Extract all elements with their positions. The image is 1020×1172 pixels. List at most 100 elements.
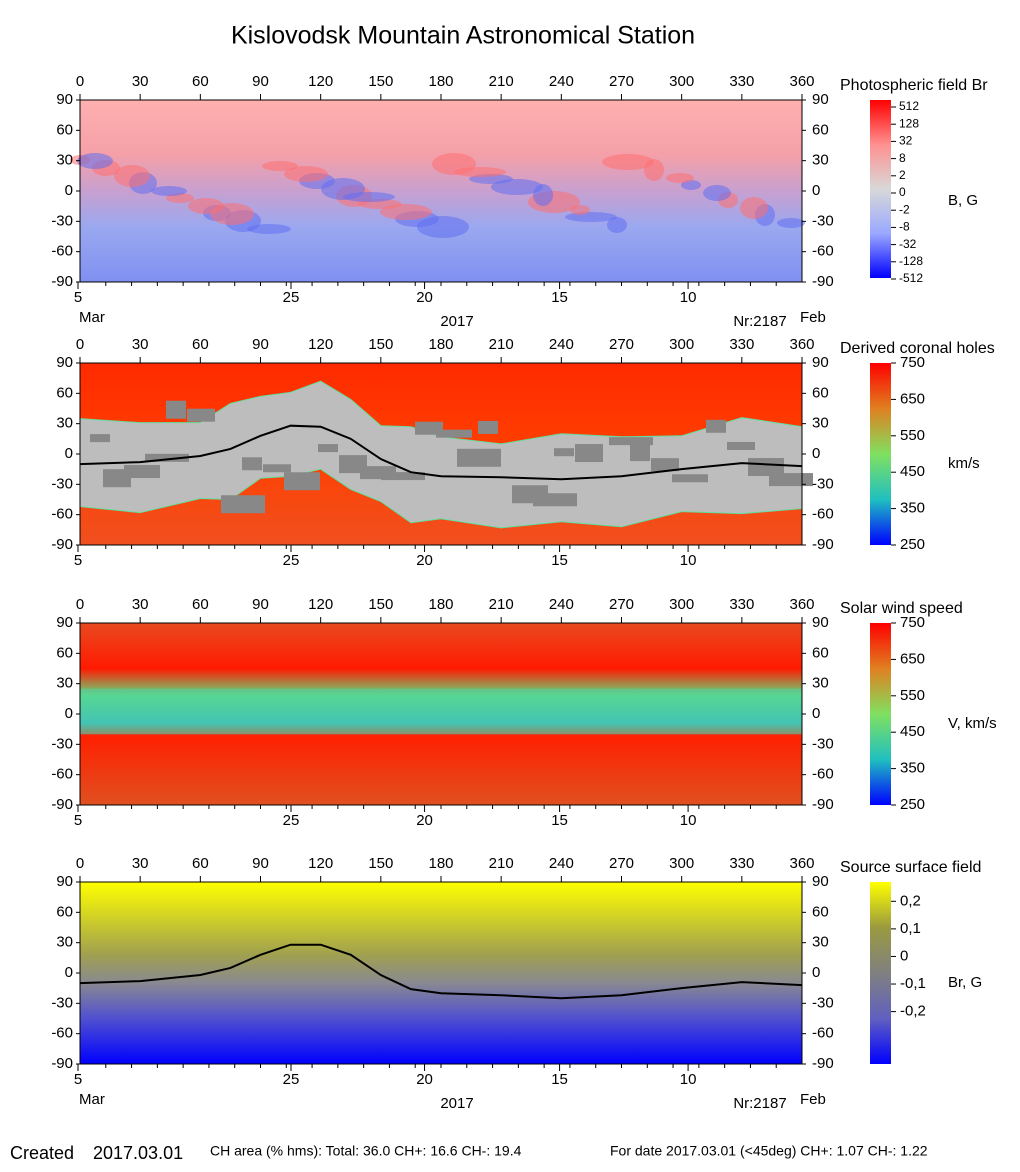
y-tick-label-right: -90: [812, 1055, 834, 1072]
closed-field-patch: [457, 448, 501, 467]
date-label: 25: [283, 552, 300, 569]
x-tick-label: 150: [368, 855, 393, 872]
field-patch: [380, 204, 432, 220]
colorbar-tick-label: 350: [900, 500, 925, 517]
date-label: 15: [551, 552, 568, 569]
date-label: 20: [416, 552, 433, 569]
colorbar-tick-label: 512: [899, 99, 919, 113]
y-tick-label: -30: [51, 212, 73, 229]
closed-field-patch: [339, 455, 367, 474]
map-panel: 0 30 60 90 120 150 180 210 240 270 300 330 360-90 -90…: [51, 73, 988, 330]
y-tick-label-right: 90: [812, 614, 829, 631]
colorbar: [870, 882, 891, 1064]
colorbar: [870, 100, 891, 278]
closed-field-patch: [187, 408, 215, 422]
colorbar-tick-label: 128: [899, 116, 919, 130]
colorbar-tick-label: 350: [900, 760, 925, 777]
year-label: 2017: [440, 1095, 473, 1112]
colorbar-unit: Br, G: [948, 974, 982, 991]
x-tick-label: 180: [428, 73, 453, 90]
field-patch: [151, 186, 187, 196]
field-patch: [570, 205, 590, 215]
y-tick-label-right: 0: [812, 705, 820, 722]
x-tick-label: 240: [549, 855, 574, 872]
created-label: Created: [10, 1143, 74, 1163]
y-tick-label: -60: [51, 1025, 73, 1042]
colorbar-unit: km/s: [948, 455, 980, 472]
colorbar-tick-label: 0: [900, 947, 908, 964]
closed-field-patch: [554, 448, 574, 457]
x-tick-label: 0: [76, 596, 84, 613]
y-tick-label-right: -60: [812, 1025, 834, 1042]
date-label: 5: [74, 812, 82, 829]
date-label: 25: [283, 1071, 300, 1088]
date-label: 20: [416, 812, 433, 829]
x-tick-label: 180: [428, 336, 453, 353]
colorbar-tick-label: -0,2: [900, 1003, 926, 1020]
x-tick-label: 90: [252, 596, 269, 613]
y-tick-label: 0: [65, 964, 73, 981]
y-tick-label-right: 0: [812, 445, 820, 462]
y-tick-label: 60: [56, 644, 73, 661]
rotation-label: Nr:2187: [733, 313, 786, 330]
colorbar-tick-label: 250: [900, 796, 925, 813]
x-tick-label: 120: [308, 855, 333, 872]
date-label: 10: [680, 812, 697, 829]
field-patch: [77, 153, 113, 169]
x-tick-label: 30: [132, 336, 149, 353]
field-patch: [343, 192, 395, 202]
map-background: [80, 882, 802, 1064]
map-panel: 0 30 60 90 120 150 180 210 240 270 300 330 360-90 -90…: [51, 855, 982, 1112]
closed-field-patch: [436, 429, 472, 438]
field-patch: [210, 203, 254, 225]
x-tick-label: 30: [132, 73, 149, 90]
x-tick-label: 300: [669, 73, 694, 90]
colorbar-tick-label: 0: [899, 185, 906, 199]
y-tick-label-right: 30: [812, 934, 829, 951]
colorbar-title: Photospheric field Br: [840, 77, 988, 94]
colorbar-tick-label: 450: [900, 463, 925, 480]
closed-field-patch: [284, 472, 320, 491]
colorbar-tick-label: -8: [899, 220, 910, 234]
y-tick-label: -60: [51, 506, 73, 523]
x-tick-label: 360: [789, 855, 814, 872]
closed-field-patch: [512, 485, 548, 504]
y-tick-label-right: 60: [812, 384, 829, 401]
x-tick-label: 90: [252, 855, 269, 872]
closed-field-patch: [103, 469, 131, 488]
figure-title: Kislovodsk Mountain Astronomical Station: [231, 22, 695, 50]
x-tick-label: 330: [729, 336, 754, 353]
x-tick-label: 210: [489, 596, 514, 613]
y-tick-label-right: -30: [812, 994, 834, 1011]
colorbar-tick-label: 8: [899, 151, 906, 165]
y-tick-label-right: 60: [812, 644, 829, 661]
closed-field-patch: [360, 466, 396, 480]
x-tick-label: 60: [192, 336, 209, 353]
colorbar-tick-label: 32: [899, 134, 913, 148]
y-tick-label: 30: [56, 675, 73, 692]
colorbar-tick-label: -512: [899, 271, 923, 285]
y-tick-label: -30: [51, 994, 73, 1011]
closed-field-patch: [727, 441, 755, 450]
x-tick-label: 330: [729, 73, 754, 90]
x-tick-label: 150: [368, 596, 393, 613]
colorbar-tick-label: 750: [900, 614, 925, 631]
x-tick-label: 360: [789, 336, 814, 353]
y-tick-label: -60: [51, 766, 73, 783]
colorbar-tick-label: 0,2: [900, 892, 921, 909]
date-label: 5: [74, 289, 82, 306]
x-tick-label: 270: [609, 596, 634, 613]
year-label: 2017: [440, 313, 473, 330]
y-tick-label-right: 90: [812, 354, 829, 371]
x-tick-label: 360: [789, 73, 814, 90]
date-label: 15: [551, 812, 568, 829]
date-label: 15: [551, 289, 568, 306]
x-tick-label: 330: [729, 596, 754, 613]
y-tick-label-right: 90: [812, 873, 829, 890]
colorbar-tick-label: 650: [900, 390, 925, 407]
closed-field-patch: [263, 464, 291, 473]
x-tick-label: 270: [609, 73, 634, 90]
closed-field-patch: [478, 420, 498, 434]
field-patch: [533, 184, 553, 206]
